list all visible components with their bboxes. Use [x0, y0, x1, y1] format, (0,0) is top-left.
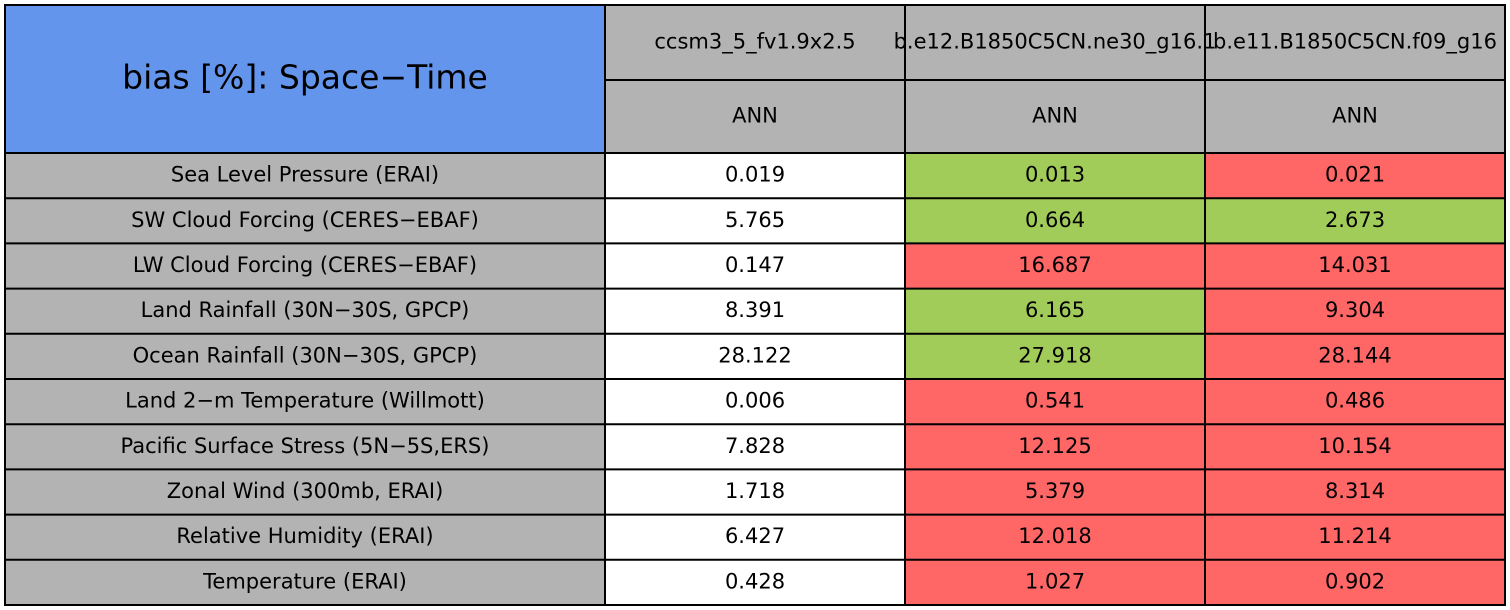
- cell-value: 6.165: [1025, 298, 1085, 322]
- value-cell: [605, 514, 905, 560]
- cell-value: 11.214: [1318, 524, 1391, 548]
- value-cell: [605, 379, 905, 425]
- value-cell: [905, 424, 1205, 470]
- row-label-cell: [5, 424, 605, 470]
- value-cell: [1205, 198, 1505, 244]
- value-cell: [905, 333, 1205, 379]
- cell-value: 0.019: [725, 163, 785, 187]
- cell-value: 14.031: [1318, 253, 1391, 277]
- cell-value: 1.027: [1025, 569, 1085, 593]
- cell-value: 27.918: [1018, 343, 1091, 367]
- season-header: ANN: [1332, 104, 1378, 128]
- value-cell: [905, 243, 1205, 289]
- cell-value: 28.144: [1318, 343, 1391, 367]
- cell-value: 5.379: [1025, 479, 1085, 503]
- value-cell: [905, 379, 1205, 425]
- value-cell: [605, 288, 905, 334]
- row-label-cell: [5, 288, 605, 334]
- value-cell: [905, 559, 1205, 605]
- cell-value: 0.021: [1325, 163, 1385, 187]
- cell-value: 6.427: [725, 524, 785, 548]
- row-label-cell: [5, 559, 605, 605]
- row-label-cell: [5, 198, 605, 244]
- row-label: LW Cloud Forcing (CERES−EBAF): [133, 253, 477, 277]
- cell-value: 0.902: [1325, 569, 1385, 593]
- row-label: Relative Humidity (ERAI): [176, 524, 433, 548]
- row-label: Temperature (ERAI): [202, 569, 407, 593]
- value-cell: [1205, 333, 1505, 379]
- cell-value: 28.122: [718, 343, 791, 367]
- value-cell: [905, 288, 1205, 334]
- column-header: b.e11.B1850C5CN.f09_g16: [1213, 30, 1497, 55]
- value-cell: [905, 514, 1205, 560]
- cell-value: 0.486: [1325, 389, 1385, 413]
- cell-value: 1.718: [725, 479, 785, 503]
- row-label: Land Rainfall (30N−30S, GPCP): [141, 298, 470, 322]
- cell-value: 16.687: [1018, 253, 1091, 277]
- cell-value: 0.013: [1025, 163, 1085, 187]
- value-cell: [1205, 243, 1505, 289]
- value-cell: [1205, 559, 1505, 605]
- cell-value: 0.006: [725, 389, 785, 413]
- row-label: Ocean Rainfall (30N−30S, GPCP): [133, 343, 478, 367]
- value-cell: [605, 424, 905, 470]
- value-cell: [1205, 153, 1505, 199]
- row-label-cell: [5, 153, 605, 199]
- season-header: ANN: [1032, 104, 1078, 128]
- row-label: Zonal Wind (300mb, ERAI): [167, 479, 444, 503]
- value-cell: [1205, 424, 1505, 470]
- row-label-cell: [5, 379, 605, 425]
- column-header: ccsm3_5_fv1.9x2.5: [654, 30, 855, 55]
- value-cell: [605, 198, 905, 244]
- table-title: bias [%]: Space−Time: [122, 58, 488, 97]
- row-label-cell: [5, 469, 605, 515]
- value-cell: [1205, 288, 1505, 334]
- value-cell: [905, 153, 1205, 199]
- value-cell: [605, 243, 905, 289]
- row-label: Land 2−m Temperature (Willmott): [125, 389, 485, 413]
- cell-value: 10.154: [1318, 434, 1391, 458]
- value-cell: [905, 469, 1205, 515]
- cell-value: 7.828: [725, 434, 785, 458]
- value-cell: [1205, 514, 1505, 560]
- column-header: b.e12.B1850C5CN.ne30_g16.1: [894, 30, 1217, 55]
- value-cell: [605, 469, 905, 515]
- value-cell: [905, 198, 1205, 244]
- value-cell: [1205, 469, 1505, 515]
- cell-value: 8.314: [1325, 479, 1385, 503]
- row-label-cell: [5, 243, 605, 289]
- row-label: SW Cloud Forcing (CERES−EBAF): [131, 208, 479, 232]
- table-border: [4, 4, 1506, 606]
- row-label-cell: [5, 333, 605, 379]
- cell-value: 12.018: [1018, 524, 1091, 548]
- cell-value: 0.664: [1025, 208, 1085, 232]
- cell-value: 0.428: [725, 569, 785, 593]
- value-cell: [605, 333, 905, 379]
- cell-value: 0.147: [725, 253, 785, 277]
- value-cell: [1205, 379, 1505, 425]
- row-label: Sea Level Pressure (ERAI): [171, 163, 439, 187]
- row-label-cell: [5, 514, 605, 560]
- cell-value: 2.673: [1325, 208, 1385, 232]
- cell-value: 5.765: [725, 208, 785, 232]
- row-label: Pacific Surface Stress (5N−5S,ERS): [121, 434, 490, 458]
- value-cell: [605, 153, 905, 199]
- cell-value: 8.391: [725, 298, 785, 322]
- cell-value: 0.541: [1025, 389, 1085, 413]
- cell-value: 9.304: [1325, 298, 1385, 322]
- value-cell: [605, 559, 905, 605]
- title-cell: [5, 5, 605, 153]
- season-header: ANN: [732, 104, 778, 128]
- cell-value: 12.125: [1018, 434, 1091, 458]
